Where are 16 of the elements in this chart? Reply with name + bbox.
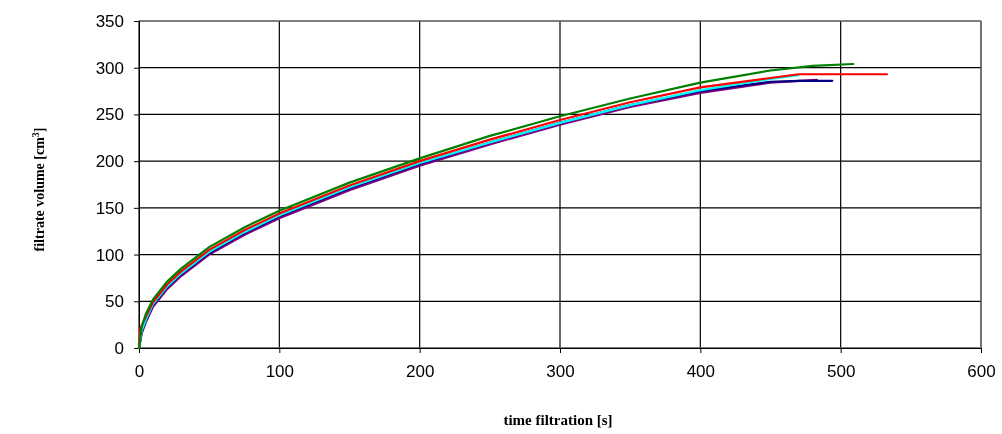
x-tick-label: 400	[686, 362, 716, 382]
y-tick-label: 150	[95, 198, 124, 218]
x-tick-label: 600	[967, 362, 996, 382]
x-tick-label: 500	[826, 362, 856, 382]
x-axis-title: time filtration [s]	[503, 412, 613, 428]
y-tick-label: 300	[95, 58, 124, 78]
y-tick-label: 350	[95, 11, 124, 31]
y-tick-label: 200	[95, 152, 124, 172]
x-tick-label: 200	[405, 362, 435, 382]
x-tick-label: 0	[134, 362, 145, 382]
y-tick-label: 100	[95, 245, 124, 265]
x-tick-label: 100	[265, 362, 295, 382]
y-tick-label: 250	[95, 105, 124, 125]
y-tick-label: 50	[105, 292, 124, 312]
y-tick-label: 0	[114, 338, 124, 358]
x-tick-label: 300	[546, 362, 575, 382]
